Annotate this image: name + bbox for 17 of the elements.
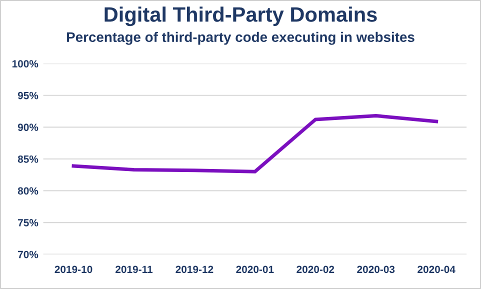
y-tick-label: 70% [18, 250, 38, 258]
x-tick-label: 2020-03 [357, 266, 395, 274]
x-tick-label: 2019-12 [176, 266, 214, 274]
x-tick-label: 2020-02 [296, 266, 334, 274]
y-tick-label: 80% [18, 187, 38, 195]
line-series [72, 114, 438, 174]
y-tick-label: 100% [12, 60, 38, 68]
y-tick-label: 90% [18, 124, 38, 132]
x-tick-label: 2019-11 [116, 266, 153, 274]
chart-title: Digital Third-Party Domains [104, 6, 377, 26]
y-tick-label: 75% [18, 219, 38, 226]
chart-subtitle: Percentage of third-party code executing in websites [67, 32, 414, 45]
x-tick-label: 2019-10 [54, 266, 92, 274]
x-tick-label: 2020-04 [418, 266, 456, 274]
y-tick-label: 95% [18, 92, 38, 100]
y-tick-label: 85% [18, 155, 38, 163]
x-tick-label: 2020-01 [236, 266, 274, 274]
